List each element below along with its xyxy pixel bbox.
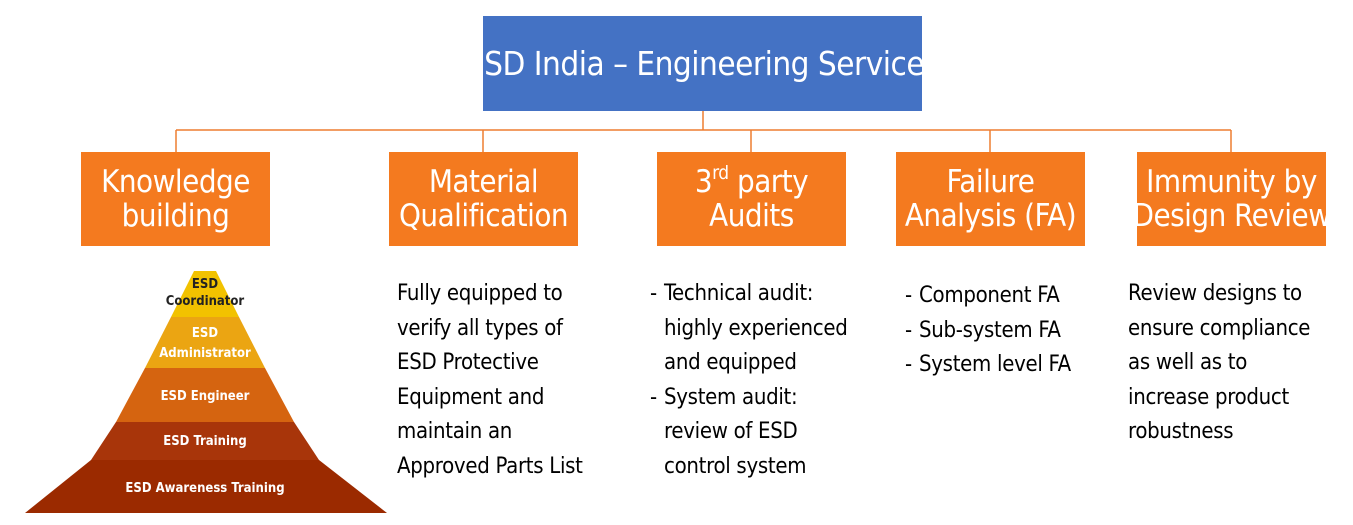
failure-description: Component FA Sub-system FA System level … xyxy=(905,279,1071,383)
category-label-line2: Audits xyxy=(709,198,794,234)
pyramid-level-2-line1: ESD xyxy=(192,326,218,341)
esd-training-pyramid: ESD Coordinator ESD Administrator ESD En… xyxy=(25,271,387,513)
category-label-line2: Analysis (FA) xyxy=(904,198,1077,234)
material-desc-line: Approved Parts List xyxy=(397,453,583,479)
audits-bullet-line: System audit: xyxy=(664,384,798,410)
root-node: ESD India – Engineering Services xyxy=(466,16,940,111)
pyramid-level-5-label: ESD Awareness Training xyxy=(125,481,284,496)
pyramid-level-2 xyxy=(145,317,265,368)
audits-bullet-line: control system xyxy=(664,453,807,479)
label-word: party xyxy=(728,164,809,200)
failure-bullet: Component FA xyxy=(905,279,1071,314)
material-desc-line: Fully equipped to xyxy=(397,281,563,306)
immunity-desc-line: robustness xyxy=(1128,419,1234,444)
pyramid-level-3 xyxy=(116,368,294,422)
category-material-qualification: Material Qualification xyxy=(389,152,578,246)
category-label-line2: building xyxy=(121,198,230,234)
audits-description: Technical audit: highly experienced and … xyxy=(650,277,848,484)
pyramid-level-4-label: ESD Training xyxy=(163,434,246,449)
audits-bullet-technical: Technical audit: highly experienced and … xyxy=(650,277,848,381)
failure-bullet: Sub-system FA xyxy=(905,314,1071,349)
failure-bullet: System level FA xyxy=(905,348,1071,383)
ordinal-number: 3 xyxy=(694,164,713,200)
material-description: Fully equipped to verify all types of ES… xyxy=(397,277,583,484)
category-label-line2: Qualification xyxy=(398,198,569,234)
pyramid-level-1 xyxy=(171,271,239,317)
material-desc-line: Equipment and xyxy=(397,384,545,410)
immunity-desc-line: increase product xyxy=(1128,384,1289,410)
category-label-line1: 3rd party xyxy=(694,162,809,200)
root-title: ESD India – Engineering Services xyxy=(465,44,940,83)
material-desc-line: ESD Protective xyxy=(397,350,539,375)
immunity-desc-line: Review designs to xyxy=(1128,281,1302,306)
category-third-party-audits: 3rd party Audits xyxy=(657,152,846,246)
pyramid-level-3-label: ESD Engineer xyxy=(161,389,250,404)
pyramid-level-2-line2: Administrator xyxy=(159,346,251,361)
category-label-line1: Knowledge xyxy=(101,164,250,200)
pyramid-level-1-line1: ESD xyxy=(192,277,218,292)
pyramid-level-1-line2: Coordinator xyxy=(166,294,245,309)
category-immunity-design-review: Immunity by Design Review xyxy=(1132,152,1331,246)
audits-bullet-system: System audit: review of ESD control syst… xyxy=(650,381,848,485)
category-label-line1: Material xyxy=(428,164,539,200)
ordinal-suffix: rd xyxy=(712,162,729,184)
pyramid-level-4 xyxy=(91,422,319,460)
material-desc-line: verify all types of xyxy=(397,315,563,341)
category-label-line1: Immunity by xyxy=(1146,164,1317,200)
audits-bullet-line: highly experienced xyxy=(664,315,848,341)
material-desc-line: maintain an xyxy=(397,419,513,444)
immunity-description: Review designs to ensure compliance as w… xyxy=(1128,277,1310,450)
category-label-line2: Design Review xyxy=(1132,198,1331,234)
category-label-line1: Failure xyxy=(946,164,1035,200)
audits-bullet-line: Technical audit: xyxy=(664,281,814,306)
audits-bullet-line: review of ESD xyxy=(664,419,798,444)
immunity-desc-line: as well as to xyxy=(1128,350,1248,375)
immunity-desc-line: ensure compliance xyxy=(1128,315,1311,341)
pyramid-level-5 xyxy=(25,460,387,513)
category-failure-analysis: Failure Analysis (FA) xyxy=(896,152,1085,246)
audits-bullet-line: and equipped xyxy=(664,350,797,375)
category-knowledge-building: Knowledge building xyxy=(81,152,270,246)
